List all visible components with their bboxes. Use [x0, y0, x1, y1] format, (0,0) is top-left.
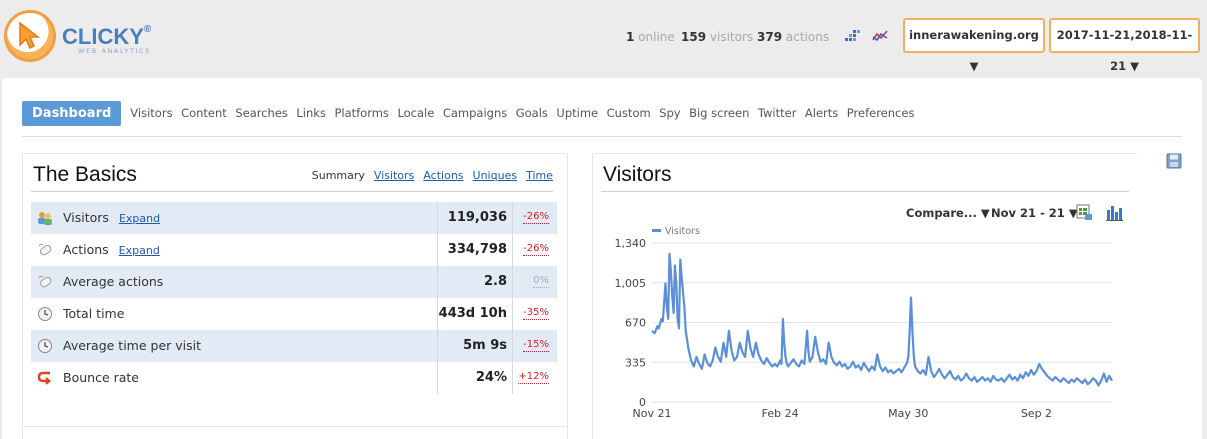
y-tick-label: 0: [639, 396, 646, 409]
visitors-icon: [38, 212, 52, 225]
y-tick-label: 335: [625, 356, 646, 369]
tab-visitors[interactable]: Visitors: [130, 106, 173, 120]
tab-searches[interactable]: Searches: [235, 106, 288, 120]
tab-alerts[interactable]: Alerts: [804, 106, 839, 120]
y-tick-label: 1,340: [615, 237, 647, 250]
visitors-title: Visitors: [603, 163, 672, 186]
row-change[interactable]: -26%: [523, 243, 549, 256]
basics-row-actions[interactable]: Actions Expand 334,798 -26%: [31, 234, 557, 266]
cursor-icon: [19, 21, 41, 50]
expand-visitors-link[interactable]: Expand: [118, 212, 161, 225]
basics-tab-visitors[interactable]: Visitors: [373, 169, 415, 182]
row-change[interactable]: -35%: [523, 307, 549, 320]
export-icon[interactable]: [1076, 204, 1093, 221]
tab-links[interactable]: Links: [296, 106, 326, 120]
basics-tab-summary[interactable]: Summary: [311, 169, 365, 182]
row-change[interactable]: +12%: [518, 371, 549, 384]
bar-chart-icon[interactable]: [1106, 204, 1123, 221]
visitors-chart[interactable]: 0 335 670 1,005 1,340 Nov 21 Feb 24 May 30 Sep 2…: [600, 222, 1120, 422]
mouse-icon: [38, 243, 52, 256]
tab-spy[interactable]: Spy: [659, 106, 681, 120]
main-nav: Dashboard Visitors Content Searches Link…: [22, 100, 923, 126]
clock-icon: [38, 307, 52, 321]
brand-name: CLICKY®: [62, 24, 152, 49]
tab-content[interactable]: Content: [181, 106, 227, 120]
tab-locale[interactable]: Locale: [397, 106, 435, 120]
basics-tab-actions[interactable]: Actions: [423, 169, 464, 182]
row-value: 119,036: [447, 210, 507, 225]
basics-tabs: Summary Visitors Actions Uniques Time: [312, 169, 553, 182]
y-tick-label: 1,005: [615, 277, 647, 290]
row-change[interactable]: -26%: [523, 211, 549, 224]
visitors-panel: Visitors Compare... ▼ Nov 21 - 21 ▼: [592, 153, 1137, 439]
row-label: Visitors: [63, 210, 109, 225]
nav-divider: [22, 136, 1182, 137]
tab-goals[interactable]: Goals: [515, 106, 548, 120]
basics-row-bounce-rate[interactable]: Bounce rate 24% +12%: [31, 362, 557, 394]
tab-big-screen[interactable]: Big screen: [689, 106, 750, 120]
basics-panel: The Basics Summary Visitors Actions Uniq…: [22, 153, 568, 439]
row-label: Bounce rate: [63, 370, 139, 385]
tab-platforms[interactable]: Platforms: [334, 106, 389, 120]
legend-swatch: [652, 229, 661, 232]
visitors-stat[interactable]: 159 visitors: [681, 30, 754, 44]
clock-icon: [38, 339, 52, 353]
compare-dropdown[interactable]: Compare... ▼: [906, 206, 990, 220]
date-range-selector[interactable]: 2017-11-21,2018-11-21 ▼: [1049, 18, 1200, 73]
x-tick-label: Nov 21: [633, 407, 672, 420]
row-value: 334,798: [447, 242, 507, 257]
basics-divider: [31, 191, 553, 192]
tab-preferences[interactable]: Preferences: [846, 106, 915, 120]
basics-row-average-actions[interactable]: Average actions 2.8 0%: [31, 266, 557, 298]
row-change[interactable]: -15%: [523, 339, 549, 352]
legend-label: Visitors: [665, 226, 700, 237]
row-value: 443d 10h: [438, 306, 507, 321]
basics-title: The Basics: [33, 163, 137, 186]
tab-campaigns[interactable]: Campaigns: [442, 106, 508, 120]
clicky-logo[interactable]: [4, 10, 56, 62]
row-value: 24%: [475, 370, 507, 385]
tab-twitter[interactable]: Twitter: [757, 106, 797, 120]
basics-tab-uniques[interactable]: Uniques: [472, 169, 518, 182]
row-value: 2.8: [483, 274, 507, 289]
row-change[interactable]: 0%: [533, 275, 549, 288]
next-panel-edge: [22, 426, 568, 439]
row-value: 5m 9s: [463, 338, 507, 353]
x-tick-label: May 30: [888, 407, 928, 420]
mouse-icon: [38, 275, 52, 288]
series-line-visitors: [651, 252, 1113, 387]
brand-subtitle: WEB ANALYTICS: [78, 47, 151, 55]
row-label: Average actions: [63, 274, 164, 289]
tab-dashboard[interactable]: Dashboard: [22, 100, 122, 126]
basics-row-total-time[interactable]: Total time 443d 10h -35%: [31, 298, 557, 330]
expand-actions-link[interactable]: Expand: [118, 244, 160, 257]
tab-custom[interactable]: Custom: [606, 106, 651, 120]
heatmap-icon[interactable]: [845, 28, 861, 44]
trend-icon[interactable]: [872, 28, 888, 44]
row-label: Average time per visit: [63, 338, 202, 353]
actions-stat[interactable]: 379 actions: [757, 30, 830, 44]
basics-row-average-time[interactable]: Average time per visit 5m 9s -15%: [31, 330, 557, 362]
save-icon[interactable]: [1166, 153, 1182, 169]
bounce-icon: [37, 371, 52, 385]
online-stat[interactable]: 1 online: [626, 30, 675, 44]
row-label: Total time: [63, 306, 125, 321]
basics-tab-time[interactable]: Time: [526, 169, 553, 182]
site-selector[interactable]: innerawakening.org ▼: [903, 18, 1045, 73]
visitors-divider: [601, 191, 1129, 192]
chart-range-dropdown[interactable]: Nov 21 - 21 ▼: [991, 206, 1078, 220]
basics-row-visitors[interactable]: Visitors Expand 119,036 -26%: [31, 202, 557, 234]
tab-uptime[interactable]: Uptime: [556, 106, 599, 120]
x-tick-label: Sep 2: [1021, 407, 1052, 420]
row-label: Actions: [63, 242, 109, 257]
x-tick-label: Feb 24: [762, 407, 799, 420]
y-tick-label: 670: [625, 317, 646, 330]
